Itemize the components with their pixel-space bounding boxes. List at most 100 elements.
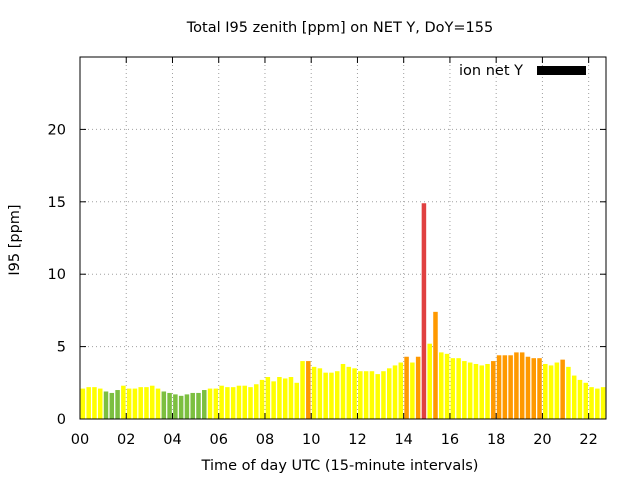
bar: [427, 343, 432, 419]
bar: [173, 394, 178, 419]
x-tick-label: 12: [348, 432, 366, 448]
bar: [126, 388, 132, 419]
y-tick-label: 5: [57, 340, 66, 356]
y-axis-label: I95 [ppm]: [7, 204, 23, 275]
legend: ion net Y: [459, 63, 586, 79]
bar: [190, 392, 195, 419]
bar: [589, 387, 594, 419]
bar: [271, 381, 276, 419]
chart-title: Total I95 zenith [ppm] on NET Y, DoY=155: [186, 20, 493, 36]
bars: [80, 203, 606, 419]
bar: [132, 388, 138, 419]
bar: [306, 361, 311, 419]
bar: [236, 385, 242, 419]
bar: [519, 352, 525, 419]
bar: [479, 365, 484, 419]
bar: [421, 203, 427, 419]
bar: [300, 361, 305, 419]
bar: [219, 385, 224, 419]
x-tick-label: 14: [394, 432, 412, 448]
bar: [248, 387, 253, 419]
x-tick-label: 16: [441, 432, 459, 448]
bar: [317, 368, 323, 419]
bar: [230, 387, 236, 419]
bar: [548, 365, 554, 419]
bar: [92, 387, 97, 419]
bar: [346, 366, 352, 419]
bar: [433, 311, 438, 419]
bar: [80, 388, 86, 419]
bar: [334, 371, 340, 419]
bar: [358, 371, 363, 419]
bar: [311, 366, 317, 419]
bar: [144, 387, 149, 419]
bar: [554, 362, 560, 419]
bar: [109, 392, 115, 419]
bar: [167, 392, 172, 419]
x-tick-label: 02: [117, 432, 135, 448]
bar: [363, 371, 369, 419]
y-tick-label: 10: [48, 267, 66, 283]
bar: [213, 388, 219, 419]
bar: [242, 385, 247, 419]
bar: [502, 355, 508, 419]
bar: [444, 353, 450, 419]
bar: [543, 363, 548, 419]
y-tick-label: 15: [48, 195, 66, 211]
bar: [404, 356, 409, 419]
bar: [155, 388, 161, 419]
bar: [329, 372, 334, 419]
bar: [381, 371, 386, 419]
x-tick-label: 22: [579, 432, 597, 448]
bar: [398, 362, 404, 419]
bar: [97, 388, 103, 419]
bar: [473, 363, 479, 419]
x-tick-label: 20: [533, 432, 551, 448]
bar: [207, 388, 213, 419]
bar: [392, 365, 398, 419]
bar: [277, 377, 282, 419]
bar: [467, 362, 473, 419]
bar: [202, 390, 207, 419]
bar: [178, 395, 184, 419]
bar: [294, 382, 300, 419]
bar: [184, 394, 190, 419]
bar: [138, 387, 143, 419]
bar: [525, 356, 531, 419]
y-tick-label: 0: [57, 412, 66, 428]
bar: [161, 391, 167, 419]
bar: [415, 356, 421, 419]
bar: [450, 358, 456, 419]
x-tick-label: 18: [487, 432, 505, 448]
bar: [571, 375, 577, 419]
bar: [560, 359, 565, 419]
y-tick-label: 20: [48, 122, 66, 138]
bar: [566, 366, 571, 419]
bar: [265, 377, 271, 419]
bar: [456, 358, 461, 419]
bar: [375, 374, 380, 419]
bar: [225, 387, 230, 419]
legend-label: ion net Y: [459, 63, 523, 79]
bar: [485, 363, 490, 419]
bar: [254, 384, 259, 419]
bar: [531, 358, 536, 419]
bar: [121, 385, 126, 419]
bar: [462, 361, 467, 419]
x-tick-label: 00: [71, 432, 89, 448]
x-tick-label: 08: [256, 432, 274, 448]
bar: [340, 363, 346, 419]
bar: [595, 388, 600, 419]
bar: [352, 368, 357, 419]
bar: [103, 391, 109, 419]
x-axis-label: Time of day UTC (15-minute intervals): [201, 458, 479, 474]
bar: [115, 390, 120, 419]
bar: [259, 379, 265, 419]
x-tick-label: 04: [163, 432, 181, 448]
bar: [508, 355, 513, 419]
legend-swatch: [537, 66, 586, 75]
x-tick-label: 10: [302, 432, 320, 448]
bar: [386, 368, 392, 419]
tick-labels: 00 02 04 06 08 10 12 14 16 18 20 22 0 5 10 15 20: [48, 122, 598, 448]
grid-lines: [80, 57, 606, 419]
